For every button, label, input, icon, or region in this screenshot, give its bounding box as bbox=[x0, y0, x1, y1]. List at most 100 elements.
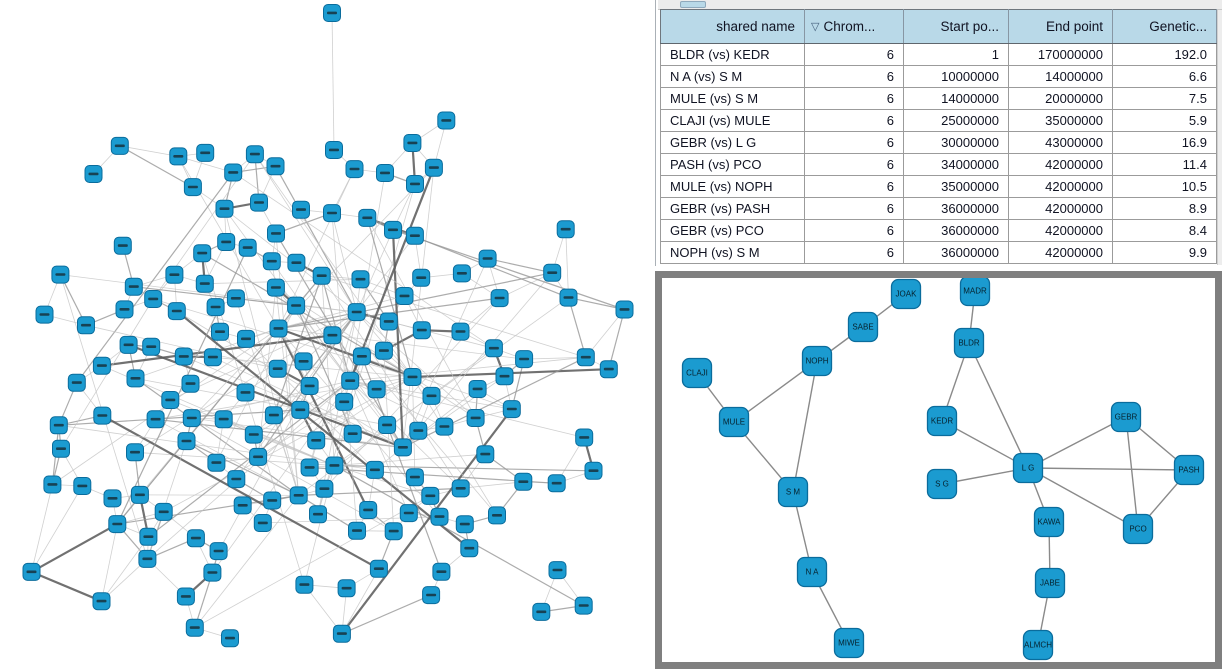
table-cell[interactable]: 6 bbox=[804, 197, 904, 220]
node-shape[interactable] bbox=[1173, 454, 1205, 486]
network-node[interactable] bbox=[183, 178, 202, 197]
network-node[interactable] bbox=[435, 417, 454, 436]
table-cell[interactable]: NOPH (vs) S M bbox=[660, 241, 805, 264]
network-node[interactable] bbox=[92, 592, 111, 611]
table-row[interactable]: PASH (vs) PCO 6 34000000 42000000 11.4 bbox=[660, 153, 1217, 176]
network-node[interactable] bbox=[502, 400, 521, 419]
table-cell[interactable]: N A (vs) S M bbox=[660, 65, 805, 88]
network-node[interactable] bbox=[146, 410, 165, 429]
network-node[interactable] bbox=[209, 542, 228, 561]
network-node[interactable] bbox=[269, 319, 288, 338]
network-node[interactable] bbox=[307, 431, 326, 450]
table-cell[interactable]: 36000000 bbox=[903, 219, 1009, 242]
network-node[interactable] bbox=[174, 347, 193, 366]
node-shape[interactable] bbox=[796, 556, 828, 588]
table-cell[interactable]: 11.4 bbox=[1112, 153, 1217, 176]
network-node[interactable] bbox=[186, 529, 205, 548]
network-node[interactable] bbox=[291, 400, 310, 419]
network-node[interactable] bbox=[451, 479, 470, 498]
network-node[interactable] bbox=[406, 175, 424, 193]
node-pco[interactable]: PCO bbox=[1122, 513, 1154, 545]
network-node[interactable] bbox=[165, 265, 184, 284]
table-cell[interactable]: 170000000 bbox=[1008, 43, 1113, 66]
table-row[interactable]: MULE (vs) NOPH 6 35000000 42000000 10.5 bbox=[660, 175, 1217, 198]
table-cell[interactable]: BLDR (vs) KEDR bbox=[660, 43, 805, 66]
table-cell[interactable]: 42000000 bbox=[1008, 153, 1113, 176]
network-node[interactable] bbox=[249, 447, 268, 466]
network-node[interactable] bbox=[92, 356, 111, 375]
network-node[interactable] bbox=[119, 335, 138, 354]
network-node[interactable] bbox=[289, 486, 308, 505]
table-cell[interactable]: 36000000 bbox=[903, 241, 1009, 264]
network-node[interactable] bbox=[224, 163, 243, 182]
scrollbar-thumb[interactable] bbox=[680, 1, 706, 8]
network-node[interactable] bbox=[93, 406, 112, 425]
network-node[interactable] bbox=[358, 208, 377, 227]
network-node[interactable] bbox=[405, 226, 424, 245]
network-node[interactable] bbox=[300, 377, 319, 395]
network-node[interactable] bbox=[343, 424, 362, 443]
table-cell[interactable]: 8.9 bbox=[1112, 197, 1217, 220]
network-node[interactable] bbox=[403, 134, 422, 152]
table-cell[interactable]: 42000000 bbox=[1008, 175, 1113, 198]
network-node[interactable] bbox=[67, 373, 86, 392]
table-cell[interactable]: CLAJI (vs) MULE bbox=[660, 109, 805, 132]
network-node[interactable] bbox=[238, 238, 257, 257]
column-header-shared-name[interactable]: shared name bbox=[660, 9, 805, 44]
node-s-m[interactable]: S M bbox=[777, 476, 809, 508]
network-node[interactable] bbox=[221, 629, 239, 648]
network-node[interactable] bbox=[51, 265, 70, 284]
network-node[interactable] bbox=[206, 298, 225, 317]
node-sabe[interactable]: SABE bbox=[847, 311, 879, 343]
network-node[interactable] bbox=[138, 549, 157, 568]
network-node[interactable] bbox=[203, 348, 222, 367]
network-node[interactable] bbox=[341, 371, 360, 390]
network-node[interactable] bbox=[263, 491, 282, 510]
network-node[interactable] bbox=[384, 220, 402, 239]
table-cell[interactable]: 16.9 bbox=[1112, 131, 1217, 154]
table-cell[interactable]: 42000000 bbox=[1008, 219, 1113, 242]
subnetwork-edge[interactable] bbox=[792, 360, 818, 493]
table-cell[interactable]: 6 bbox=[804, 153, 904, 176]
network-node[interactable] bbox=[250, 193, 268, 212]
network-node[interactable] bbox=[460, 539, 479, 558]
network-node[interactable] bbox=[115, 300, 134, 319]
node-l-g[interactable]: L G bbox=[1012, 452, 1044, 484]
network-node[interactable] bbox=[437, 111, 456, 130]
network-node[interactable] bbox=[211, 322, 229, 341]
network-node[interactable] bbox=[268, 359, 287, 378]
table-cell[interactable]: 6 bbox=[804, 43, 904, 66]
column-header-chrom-[interactable]: ▽ Chrom... bbox=[804, 9, 904, 44]
node-shape[interactable] bbox=[801, 345, 833, 377]
network-node[interactable] bbox=[244, 425, 263, 444]
table-cell[interactable]: 20000000 bbox=[1008, 87, 1113, 110]
network-node[interactable] bbox=[399, 504, 418, 523]
table-cell[interactable]: 6 bbox=[804, 131, 904, 154]
network-node[interactable] bbox=[347, 303, 366, 322]
network-node[interactable] bbox=[351, 270, 370, 289]
node-n-a[interactable]: N A bbox=[796, 556, 828, 588]
network-node[interactable] bbox=[315, 479, 334, 498]
network-node[interactable] bbox=[126, 369, 145, 388]
network-node[interactable] bbox=[287, 253, 306, 272]
network-node[interactable] bbox=[113, 236, 132, 255]
table-cell[interactable]: 36000000 bbox=[903, 197, 1009, 220]
table-cell[interactable]: 25000000 bbox=[903, 109, 1009, 132]
network-node[interactable] bbox=[556, 220, 575, 239]
network-node[interactable] bbox=[488, 506, 506, 525]
network-node[interactable] bbox=[110, 136, 129, 155]
network-node[interactable] bbox=[365, 460, 384, 479]
table-cell[interactable]: 6 bbox=[804, 109, 904, 132]
network-node[interactable] bbox=[574, 596, 593, 615]
network-node[interactable] bbox=[584, 461, 603, 480]
network-node[interactable] bbox=[195, 274, 214, 293]
subnetwork-edge[interactable] bbox=[1027, 416, 1127, 469]
table-cell[interactable]: 7.5 bbox=[1112, 87, 1217, 110]
network-node[interactable] bbox=[154, 502, 173, 521]
table-row[interactable]: GEBR (vs) L G 6 30000000 43000000 16.9 bbox=[660, 131, 1217, 154]
node-shape[interactable] bbox=[1122, 513, 1154, 545]
table-cell[interactable]: 14000000 bbox=[903, 87, 1009, 110]
subnetwork-edge[interactable] bbox=[968, 342, 1029, 469]
network-node[interactable] bbox=[478, 249, 497, 268]
network-node[interactable] bbox=[576, 348, 595, 367]
